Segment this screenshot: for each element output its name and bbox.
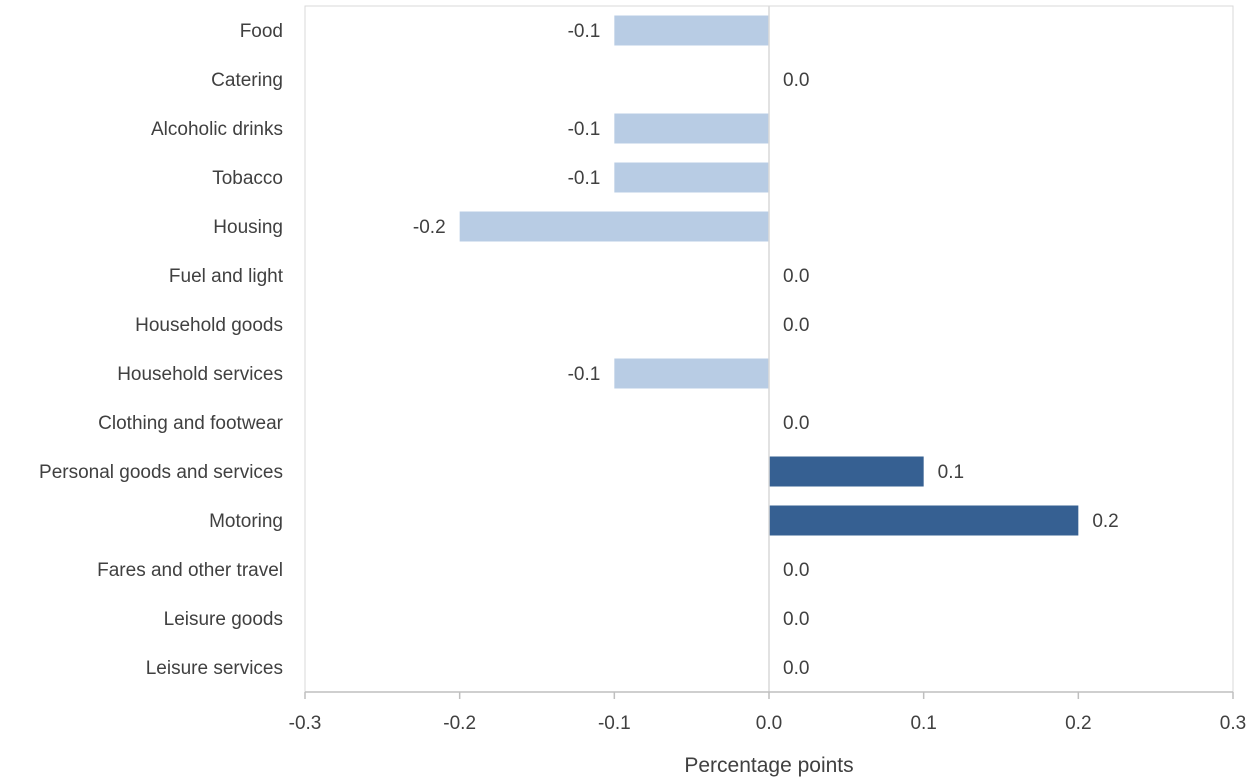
- category-label: Leisure services: [146, 658, 283, 679]
- x-axis-ticks: -0.3 -0.2 -0.1 0.0 0.1 0.2 0.3: [289, 692, 1246, 734]
- data-label: 0.1: [938, 462, 964, 483]
- bar: [614, 358, 769, 389]
- data-label: -0.1: [568, 364, 601, 385]
- category-label: Household goods: [135, 315, 283, 336]
- data-label: 0.0: [783, 609, 809, 630]
- x-tick-label: 0.1: [910, 713, 936, 734]
- category-label: Housing: [213, 217, 283, 238]
- bar: [769, 456, 924, 487]
- data-label: -0.2: [413, 217, 446, 238]
- data-labels: -0.1 0.0 -0.1 -0.1 -0.2 0.0 0.0 -0.1 0.0 0.1 0.2 0.…: [413, 21, 1119, 679]
- data-label: 0.0: [783, 70, 809, 91]
- data-label: 0.0: [783, 658, 809, 679]
- x-tick-label: 0.0: [756, 713, 782, 734]
- bar: [614, 162, 769, 193]
- x-tick-label: -0.1: [598, 713, 631, 734]
- data-label: 0.0: [783, 315, 809, 336]
- data-label: -0.1: [568, 119, 601, 140]
- x-tick-label: 0.2: [1065, 713, 1091, 734]
- data-label: -0.1: [568, 21, 601, 42]
- category-label: Alcoholic drinks: [151, 119, 283, 140]
- data-label: 0.2: [1092, 511, 1118, 532]
- data-label: 0.0: [783, 560, 809, 581]
- bar: [459, 211, 769, 242]
- bars-layer: [459, 15, 1079, 536]
- x-axis-title: Percentage points: [684, 754, 853, 777]
- data-label: 0.0: [783, 413, 809, 434]
- bar: [614, 15, 769, 46]
- bar: [614, 113, 769, 144]
- bar: [769, 505, 1079, 536]
- x-tick-label: -0.2: [443, 713, 476, 734]
- category-label: Leisure goods: [164, 609, 283, 630]
- category-label: Fuel and light: [169, 266, 284, 287]
- x-tick-label: -0.3: [289, 713, 322, 734]
- category-label: Clothing and footwear: [98, 413, 284, 434]
- category-label: Motoring: [209, 511, 283, 532]
- category-label: Food: [240, 21, 283, 42]
- data-label: 0.0: [783, 266, 809, 287]
- category-label: Fares and other travel: [97, 560, 283, 581]
- category-label: Catering: [211, 70, 283, 91]
- data-label: -0.1: [568, 168, 601, 189]
- category-label: Personal goods and services: [39, 462, 283, 483]
- category-label: Household services: [117, 364, 283, 385]
- category-label: Tobacco: [212, 168, 283, 189]
- x-tick-label: 0.3: [1220, 713, 1246, 734]
- category-labels: Food Catering Alcoholic drinks Tobacco Housi…: [39, 21, 284, 679]
